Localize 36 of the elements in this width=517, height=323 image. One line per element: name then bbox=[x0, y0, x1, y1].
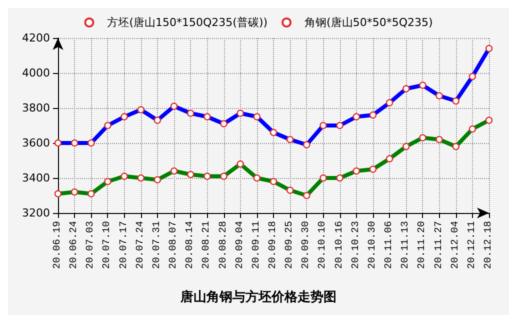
x-tick-label: 20.08.28 bbox=[218, 221, 230, 270]
x-tick-label: 20.10.23 bbox=[350, 221, 362, 270]
x-tick-label: 20.06.19 bbox=[52, 221, 64, 270]
x-tick-label: 20.10.16 bbox=[334, 221, 346, 270]
text: 唐山角钢与方坯价格走势图 bbox=[180, 289, 336, 305]
x-tick-label: 20.07.17 bbox=[118, 221, 130, 270]
x-tick-label: 20.08.14 bbox=[185, 221, 196, 270]
legend-label: 方坯(唐山150*150Q235(普碳)) bbox=[107, 16, 268, 29]
x-tick-label: 20.12.11 bbox=[466, 221, 478, 270]
x-tick-label: 20.09.18 bbox=[268, 221, 279, 270]
x-tick-label: 20.12.04 bbox=[450, 221, 462, 270]
x-tick-label: 20.09.11 bbox=[251, 221, 262, 270]
y-tick-label: 3800 bbox=[22, 102, 50, 114]
x-tick-label: 20.07.31 bbox=[152, 221, 163, 270]
y-tick-label: 4200 bbox=[22, 32, 50, 44]
x-tick-label: 20.06.24 bbox=[69, 221, 80, 270]
x-tick-label: 20.11.06 bbox=[384, 221, 396, 270]
x-tick-label: 20.09.25 bbox=[284, 221, 296, 270]
legend-label: 角钢(唐山50*50*5Q235) bbox=[304, 16, 433, 29]
y-tick-label: 3200 bbox=[22, 206, 50, 220]
x-tick-label: 20.09.30 bbox=[301, 221, 312, 270]
y-tick-label: 3600 bbox=[22, 136, 50, 150]
x-tick-label: 20.07.24 bbox=[135, 221, 146, 270]
x-tick-label: 20.07.10 bbox=[102, 221, 114, 270]
x-tick-label: 20.08.21 bbox=[202, 221, 213, 270]
x-tick-label: 20.11.27 bbox=[434, 221, 445, 270]
x-tick-label: 20.12.18 bbox=[484, 221, 494, 270]
x-tick-label: 20.07.03 bbox=[86, 221, 97, 270]
x-tick-label: 20.10.30 bbox=[367, 221, 378, 270]
y-tick-label: 3400 bbox=[22, 172, 50, 184]
x-tick-label: 20.10.10 bbox=[318, 221, 329, 270]
x-tick-label: 20.08.07 bbox=[168, 221, 180, 270]
x-tick-label: 20.11.20 bbox=[417, 221, 428, 270]
x-tick-label: 20.09.04 bbox=[234, 221, 246, 270]
y-tick-label: 4000 bbox=[22, 66, 50, 80]
x-tick-label: 20.11.13 bbox=[400, 221, 412, 270]
